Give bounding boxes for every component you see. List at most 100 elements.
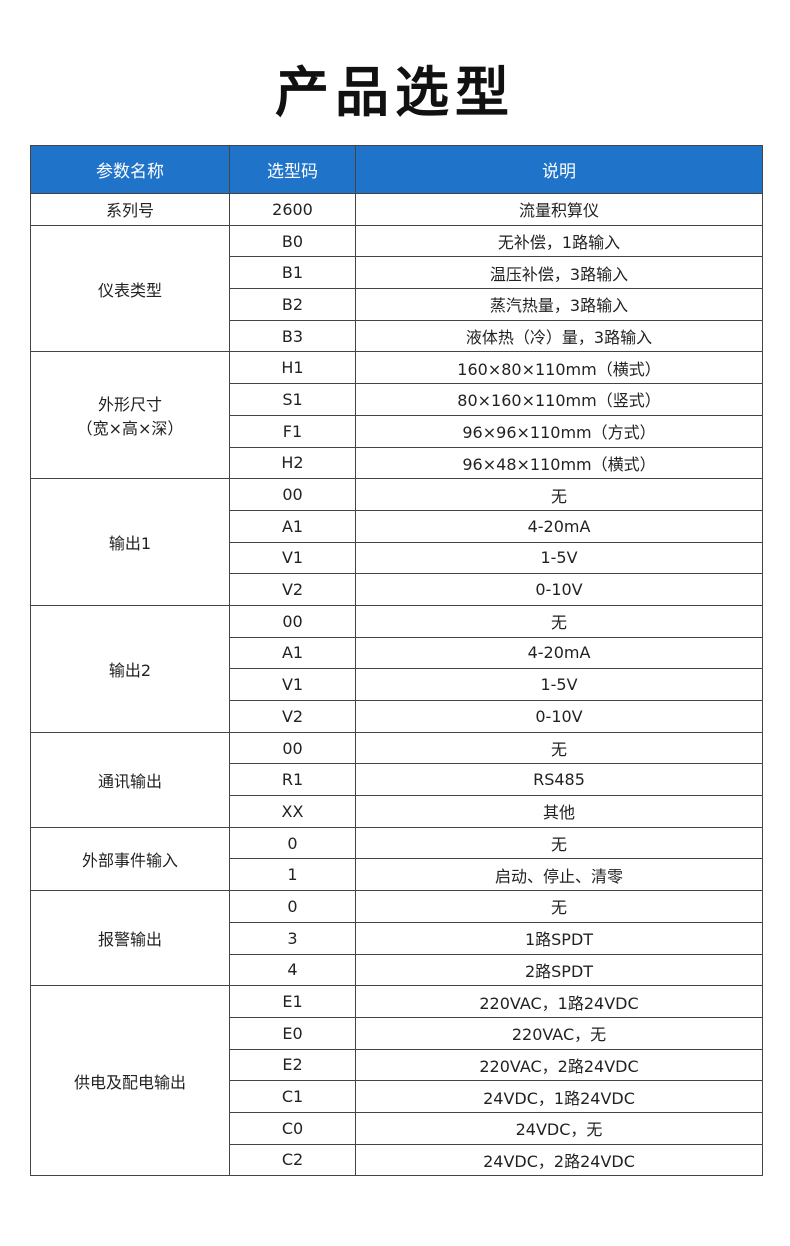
table-row: 供电及配电输出 E1 220VAC，1路24VDC (30, 985, 763, 1177)
code-cell: 00 (229, 731, 356, 765)
table-row: F1 96×96×110mm（方式） (31, 414, 763, 448)
param-name-cell: 通讯输出 (30, 731, 230, 828)
table-row: XX 其他 (31, 795, 763, 828)
code-cell: E0 (229, 1016, 356, 1050)
code-cell: V2 (229, 573, 356, 606)
table-row: R1 RS485 (31, 763, 763, 797)
header-description: 说明 (355, 145, 763, 194)
description-cell: 220VAC，2路24VDC (355, 1048, 763, 1082)
description-cell: 无 (355, 731, 763, 765)
code-cell: H2 (229, 446, 356, 480)
code-cell: C1 (229, 1080, 356, 1113)
description-cell: 80×160×110mm（竖式） (355, 383, 763, 416)
description-cell: 24VDC，2路24VDC (355, 1143, 763, 1177)
table-row: 外部事件输入 0 无 (30, 826, 763, 892)
param-name-cell: 系列号 (30, 193, 230, 226)
code-cell: 4 (229, 953, 356, 987)
description-cell: 220VAC，无 (355, 1016, 763, 1050)
code-cell: V1 (229, 668, 356, 701)
param-name-cell: 供电及配电输出 (30, 985, 230, 1177)
table-row: 4 2路SPDT (31, 953, 763, 987)
code-cell: H1 (229, 351, 356, 385)
description-cell: 其他 (355, 795, 763, 828)
description-cell: 无 (355, 478, 763, 511)
description-cell: 1路SPDT (355, 921, 763, 955)
code-cell: 00 (229, 478, 356, 511)
description-cell: 0-10V (355, 700, 763, 733)
code-cell: 1 (229, 858, 356, 892)
table-row: B3 液体热（冷）量，3路输入 (31, 319, 763, 353)
table-row: S1 80×160×110mm（竖式） (31, 383, 763, 416)
description-cell: 温压补偿，3路输入 (355, 256, 763, 290)
page-title: 产品选型 (275, 61, 515, 124)
code-cell: R1 (229, 763, 356, 797)
code-cell: E1 (229, 985, 356, 1018)
description-cell: 无 (355, 890, 763, 923)
description-cell: 220VAC，1路24VDC (355, 985, 763, 1018)
table-row: 外形尺寸 （宽×高×深） H1 160×80×110mm（横式） (30, 351, 763, 480)
table-row: A1 4-20mA (31, 509, 763, 543)
table-row: E0 220VAC，无 (31, 1016, 763, 1050)
code-cell: B3 (229, 319, 356, 353)
table-row: A1 4-20mA (31, 636, 763, 670)
code-cell: C2 (229, 1143, 356, 1177)
table-row: V1 1-5V (31, 541, 763, 575)
table-row: C1 24VDC，1路24VDC (31, 1080, 763, 1113)
description-cell: 96×96×110mm（方式） (355, 414, 763, 448)
description-cell: 96×48×110mm（横式） (355, 446, 763, 480)
table-row: H2 96×48×110mm（横式） (31, 446, 763, 480)
header-row: 参数名称 选型码 说明 (30, 145, 763, 194)
description-cell: 0-10V (355, 573, 763, 606)
table-row: V2 0-10V (31, 700, 763, 733)
code-cell: S1 (229, 383, 356, 416)
table-row: 通讯输出 00 无 (30, 731, 763, 828)
description-cell: 24VDC，1路24VDC (355, 1080, 763, 1113)
header-param-name: 参数名称 (30, 145, 230, 194)
table-row: 1 启动、停止、清零 (31, 858, 763, 892)
param-name-cell: 输出2 (30, 604, 230, 733)
code-cell: C0 (229, 1111, 356, 1145)
code-cell: A1 (229, 636, 356, 670)
table-row: 系列号 2600 流量积算仪 (30, 193, 763, 226)
selection-table: 参数名称 选型码 说明 系列号 2600 流量积算仪 仪表类型 B0 无补偿，1路输入 B1… (30, 145, 763, 1177)
code-cell: XX (229, 795, 356, 828)
header-code: 选型码 (229, 145, 356, 194)
param-name-cell: 仪表类型 (30, 224, 230, 353)
description-cell: 液体热（冷）量，3路输入 (355, 319, 763, 353)
description-cell: 启动、停止、清零 (355, 858, 763, 892)
code-cell: B1 (229, 256, 356, 290)
table-row: 输出2 00 无 (30, 604, 763, 733)
description-cell: 1-5V (355, 541, 763, 575)
code-cell: A1 (229, 509, 356, 543)
table-row: B2 蒸汽热量，3路输入 (31, 288, 763, 321)
code-cell: 0 (229, 890, 356, 923)
code-cell: V2 (229, 700, 356, 733)
table-row: C2 24VDC，2路24VDC (31, 1143, 763, 1177)
table-row: 仪表类型 B0 无补偿，1路输入 (30, 224, 763, 353)
table-row: 报警输出 0 无 (30, 890, 763, 987)
table-row: C0 24VDC，无 (31, 1111, 763, 1145)
description-cell: 1-5V (355, 668, 763, 701)
description-cell: 4-20mA (355, 636, 763, 670)
description-cell: 24VDC，无 (355, 1111, 763, 1145)
param-name-cell: 报警输出 (30, 890, 230, 987)
param-name-cell: 外形尺寸 （宽×高×深） (30, 351, 230, 480)
description-cell: 4-20mA (355, 509, 763, 543)
code-cell: E2 (229, 1048, 356, 1082)
description-cell: 无 (355, 826, 763, 860)
description-cell: 无补偿，1路输入 (355, 224, 763, 258)
code-cell: 2600 (229, 193, 356, 226)
description-cell: RS485 (355, 763, 763, 797)
table-row: B1 温压补偿，3路输入 (31, 256, 763, 290)
table-row: E2 220VAC，2路24VDC (31, 1048, 763, 1082)
code-cell: 3 (229, 921, 356, 955)
description-cell: 流量积算仪 (355, 193, 763, 226)
code-cell: 0 (229, 826, 356, 860)
param-name-cell: 输出1 (30, 478, 230, 606)
code-cell: B2 (229, 288, 356, 321)
table-row: 输出1 00 无 (30, 478, 763, 606)
description-cell: 160×80×110mm（横式） (355, 351, 763, 385)
param-name-cell: 外部事件输入 (30, 826, 230, 892)
description-cell: 无 (355, 604, 763, 638)
description-cell: 2路SPDT (355, 953, 763, 987)
